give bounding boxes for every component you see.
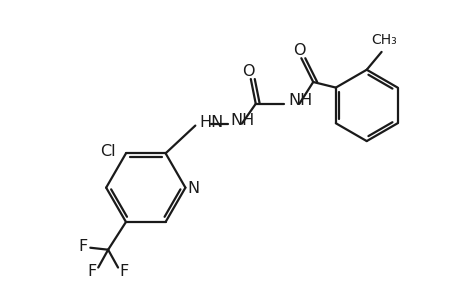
Text: F: F: [119, 264, 129, 279]
Text: HN: HN: [199, 115, 223, 130]
Text: O: O: [292, 43, 305, 58]
Text: NH: NH: [230, 113, 254, 128]
Text: O: O: [242, 64, 255, 79]
Text: F: F: [88, 264, 97, 279]
Text: Cl: Cl: [100, 144, 116, 159]
Text: CH₃: CH₃: [371, 33, 397, 47]
Text: N: N: [187, 181, 199, 196]
Text: NH: NH: [288, 93, 312, 108]
Text: F: F: [78, 239, 88, 254]
